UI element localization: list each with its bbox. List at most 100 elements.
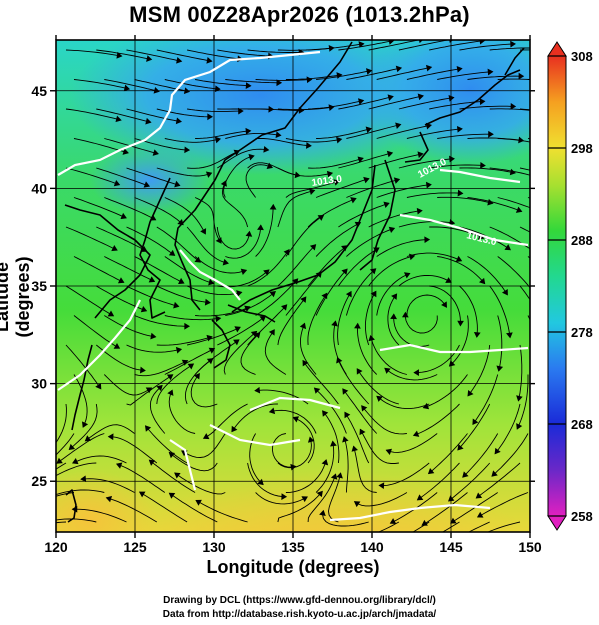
streamline [497, 78, 530, 80]
credit-drawing: Drawing by DCL (https://www.gfd-dennou.o… [163, 595, 436, 606]
streamline-arrowhead [276, 79, 283, 87]
streamline-arrowhead [336, 136, 343, 144]
streamline-arrowhead [541, 46, 545, 51]
streamline [69, 403, 98, 450]
streamline-arrowhead [193, 372, 200, 380]
streamline [126, 108, 182, 123]
streamline-arrowhead [220, 180, 227, 187]
streamline [368, 153, 423, 169]
streamline-arrowhead [353, 501, 361, 508]
streamline-arrowhead [384, 367, 391, 374]
streamline-arrowhead [183, 87, 191, 94]
streamline [489, 108, 530, 111]
pressure-contours [57, 50, 529, 522]
chart-title: MSM 00Z28Apr2026 (1013.2hPa) [129, 2, 470, 27]
streamline [203, 403, 248, 439]
streamline-arrowhead [472, 418, 479, 426]
streamline [126, 344, 182, 353]
streamline-arrowhead [501, 288, 508, 296]
streamline [368, 255, 415, 287]
streamline-arrowhead [541, 109, 546, 114]
streamline [285, 459, 327, 493]
streamline [277, 167, 333, 177]
streamline [437, 196, 493, 204]
streamline [467, 256, 508, 296]
streamline [247, 249, 290, 287]
streamline [429, 285, 461, 326]
streamline-arrowhead [299, 322, 307, 330]
streamline-arrowhead [168, 451, 176, 459]
streamline-arrowhead [152, 149, 159, 156]
streamline [338, 247, 380, 287]
streamline [406, 252, 462, 262]
streamline [467, 75, 524, 80]
streamline [187, 150, 240, 169]
streamline [376, 239, 430, 257]
streamline-arrowhead [309, 244, 317, 251]
streamline [346, 227, 395, 257]
streamline [322, 510, 369, 527]
streamline [65, 108, 122, 121]
streamline-arrowhead [148, 459, 156, 466]
streamline [240, 332, 261, 375]
streamline-arrowhead [456, 125, 463, 133]
streamline [429, 164, 486, 169]
colorbar-max-arrow [547, 41, 567, 57]
streamline [277, 244, 316, 287]
streamline-arrowhead [302, 359, 309, 367]
streamline-arrowhead [403, 272, 411, 279]
streamline-arrowhead [138, 491, 146, 498]
streamline [302, 360, 339, 405]
streamline [406, 192, 463, 198]
streamline-arrowhead [208, 278, 215, 286]
streamline-arrowhead [263, 145, 270, 153]
streamline [486, 521, 521, 532]
streamline-arrowhead [533, 250, 538, 255]
streamline [428, 433, 468, 474]
streamline-arrowhead [305, 142, 312, 149]
streamline [134, 256, 185, 284]
colorbar-tick-label: 278 [571, 325, 593, 340]
streamline-arrowhead [425, 122, 432, 130]
streamline [285, 138, 342, 143]
streamline [398, 97, 454, 110]
streamline [342, 388, 378, 434]
streamline [231, 403, 278, 432]
streamline-arrowhead [354, 322, 361, 329]
streamline [247, 304, 288, 346]
streamline [164, 348, 215, 375]
streamline-arrowhead [234, 326, 241, 333]
streamline-arrowhead [376, 395, 383, 402]
colorbar-tick-label: 308 [571, 49, 593, 64]
streamline-arrowhead [301, 496, 308, 503]
streamline [376, 124, 432, 139]
colorbar-min-arrow [547, 515, 567, 531]
streamline-arrowhead [236, 290, 243, 297]
streamline-arrowhead [449, 219, 456, 226]
streamline-arrowhead [476, 511, 484, 518]
streamline [489, 285, 511, 338]
colorbar-tick-label: 268 [571, 417, 593, 432]
streamline [293, 417, 315, 464]
streamline-arrowhead [496, 365, 504, 372]
streamline [489, 226, 530, 250]
streamline [223, 331, 257, 375]
streamline-arrowhead [518, 72, 525, 80]
streamline [272, 433, 296, 468]
streamline-arrowhead [504, 244, 512, 251]
streamline-arrowhead [150, 332, 157, 340]
streamline-arrowhead [80, 475, 87, 483]
streamline [344, 412, 370, 464]
streamline-arrowhead [281, 304, 288, 311]
streamline [338, 152, 393, 169]
streamline-arrowhead [84, 435, 92, 442]
streamline-arrowhead [416, 494, 424, 501]
streamline-arrowhead [510, 102, 517, 110]
streamline [307, 474, 337, 523]
streamline-arrowhead [281, 493, 288, 500]
streamline [195, 130, 251, 139]
streamline [139, 491, 188, 523]
streamline-arrowhead [113, 342, 121, 349]
streamline [357, 323, 378, 375]
streamline [354, 492, 408, 507]
